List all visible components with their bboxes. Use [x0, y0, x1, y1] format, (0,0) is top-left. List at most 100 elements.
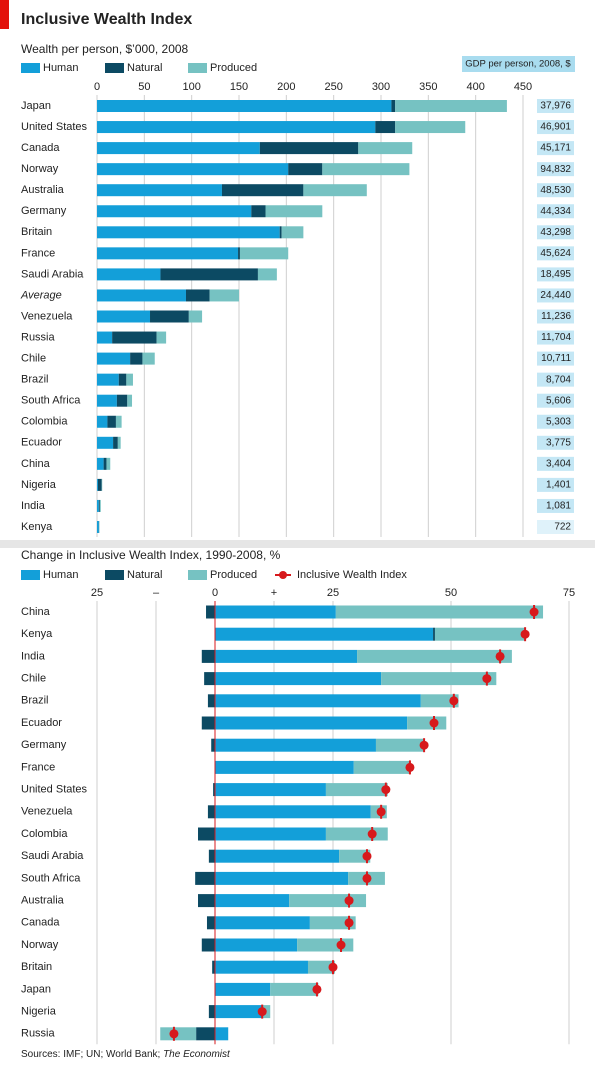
category-label: Australia — [21, 184, 65, 196]
category-label: Russia — [21, 1028, 56, 1040]
bar-segment — [204, 672, 215, 686]
category-label: Nigeria — [21, 1006, 57, 1018]
x-tick-label: 50 — [138, 81, 150, 93]
bar-segment — [215, 627, 434, 641]
bar-segment — [198, 827, 215, 841]
gdp-box — [537, 288, 574, 303]
category-label: Russia — [21, 331, 56, 343]
x-tick-label: 50 — [445, 587, 457, 599]
bar-segment — [201, 716, 215, 730]
marker-dot — [328, 962, 338, 972]
bar-segment — [215, 716, 408, 730]
bar-segment — [434, 627, 525, 641]
gdp-value: 3,775 — [546, 437, 571, 448]
bar-segment — [97, 521, 99, 533]
bar-segment — [201, 649, 215, 663]
bar-segment — [195, 871, 215, 885]
bar-segment — [156, 331, 167, 344]
gdp-value: 5,606 — [546, 395, 571, 406]
gdp-value: 94,832 — [540, 164, 571, 175]
bar-segment — [215, 1005, 263, 1019]
x-tick-label: 0 — [212, 587, 218, 599]
bar-segment — [239, 247, 289, 260]
bar-segment — [391, 100, 396, 112]
category-label: Canada — [21, 917, 60, 929]
bar-segment — [265, 205, 323, 218]
bar-segment — [97, 142, 260, 155]
bar-segment — [99, 499, 101, 512]
gdp-box — [537, 267, 574, 282]
marker-dot — [312, 984, 322, 994]
legend-swatch — [188, 570, 207, 580]
bar-segment — [288, 163, 323, 176]
gdp-box — [537, 204, 574, 219]
gdp-value: 11,236 — [541, 311, 571, 322]
x-tick-label: 75 — [563, 587, 575, 599]
marker-dot — [344, 896, 354, 906]
legend-swatch — [21, 570, 40, 580]
gdp-box — [537, 330, 574, 345]
bar-segment — [206, 916, 215, 930]
source: Sources: IMF; UN; World Bank; The Econom… — [21, 1049, 231, 1060]
bar-segment — [281, 226, 304, 239]
chart-subtitle: Change in Inclusive Wealth Index, 1990-2… — [21, 548, 281, 562]
x-tick-label: 25 — [327, 587, 339, 599]
gdp-value: 1,081 — [546, 501, 571, 512]
marker-dot — [257, 1007, 267, 1017]
bar-segment — [130, 352, 143, 365]
bar-segment — [97, 352, 131, 365]
marker-dot — [169, 1029, 179, 1039]
gdp-value: 45,171 — [540, 143, 571, 154]
category-label: Canada — [21, 142, 60, 154]
category-label: Germany — [21, 739, 67, 751]
gdp-value: 37,976 — [540, 101, 571, 112]
bar-segment — [97, 163, 289, 176]
bar-segment — [208, 849, 215, 863]
gdp-box — [537, 435, 574, 450]
bar-segment — [208, 1005, 215, 1019]
gdp-box — [537, 99, 574, 113]
bar-segment — [106, 457, 111, 470]
gdp-value: 18,495 — [540, 269, 571, 280]
bar-segment — [97, 478, 98, 491]
marker-dot — [482, 674, 492, 684]
bar-segment — [97, 310, 151, 323]
bar-segment — [215, 694, 421, 708]
x-tick-label: 250 — [324, 81, 342, 93]
bar-segment — [215, 672, 382, 686]
marker-dot — [495, 651, 505, 661]
category-label: Britain — [21, 961, 52, 973]
bar-segment — [375, 738, 425, 752]
bar-segment — [97, 184, 222, 197]
gdp-value: 44,334 — [540, 206, 571, 217]
x-tick-label: 25 — [91, 587, 103, 599]
bar-segment — [142, 352, 155, 365]
category-label: France — [21, 247, 55, 259]
x-tick-label: 400 — [466, 81, 484, 93]
gdp-value: 24,440 — [540, 290, 571, 301]
x-tick-label: 100 — [182, 81, 200, 93]
legend-swatch — [105, 570, 124, 580]
category-label: Kenya — [21, 628, 53, 640]
bar-segment — [353, 760, 410, 774]
legend-swatch — [188, 63, 207, 73]
bar-segment — [215, 871, 349, 885]
bar-segment — [215, 916, 310, 930]
gdp-box — [537, 477, 574, 492]
legend-label: Human — [43, 62, 78, 74]
gdp-value: 3,404 — [546, 458, 571, 469]
bar-segment — [97, 121, 376, 134]
marker-dot — [520, 629, 530, 639]
bar-segment — [335, 605, 544, 619]
bar-segment — [207, 694, 215, 708]
bar-segment — [127, 394, 133, 407]
bar-segment — [97, 226, 280, 239]
gdp-value: 5,303 — [546, 416, 571, 427]
bar-segment — [160, 268, 258, 281]
bar-segment — [407, 716, 447, 730]
gdp-value: 45,624 — [540, 248, 571, 259]
category-label: Chile — [21, 353, 46, 365]
bar-segment — [381, 672, 497, 686]
legend-swatch — [21, 63, 40, 73]
